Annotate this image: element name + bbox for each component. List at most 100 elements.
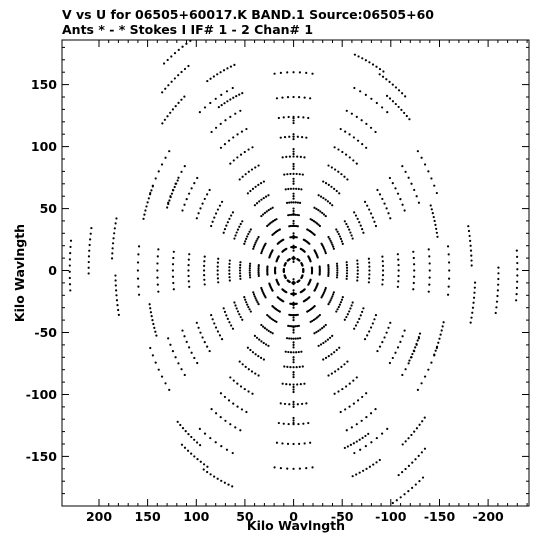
uv-track-point — [303, 156, 306, 159]
uv-track-point — [381, 283, 384, 286]
uv-outer-point — [69, 239, 73, 242]
uv-spoke-point — [292, 361, 295, 364]
uv-outer-point — [173, 77, 176, 80]
uv-track-point — [294, 246, 297, 249]
uv-track-point — [286, 365, 289, 368]
uv-outer-point — [231, 485, 234, 488]
uv-track-point — [427, 170, 430, 173]
uv-track-point — [359, 448, 362, 451]
uv-track-point — [177, 176, 180, 179]
uv-track-point — [292, 201, 295, 204]
uv-spoke-point — [292, 280, 295, 283]
uv-track-point — [300, 188, 303, 191]
uv-track-point — [277, 116, 280, 120]
uv-track-point — [345, 109, 348, 112]
uv-outer-point — [429, 204, 432, 207]
uv-track-point — [288, 383, 292, 386]
uv-outer-point — [394, 102, 397, 106]
uv-outer-point — [435, 345, 439, 348]
uv-outer-point — [362, 469, 365, 472]
uv-track-point — [156, 269, 159, 272]
uv-track-point — [149, 346, 152, 350]
uv-track-point — [350, 112, 353, 115]
uv-track-point — [183, 203, 186, 206]
uv-track-point — [171, 349, 175, 353]
uv-spoke-point — [292, 319, 295, 322]
uv-track-point — [446, 293, 450, 296]
uv-track-point — [371, 322, 374, 325]
uv-track-point — [309, 320, 312, 323]
uv-track-point — [216, 269, 219, 272]
uv-track-point — [326, 338, 329, 341]
uv-track-point — [312, 318, 315, 322]
uv-outer-point — [516, 280, 519, 283]
uv-outer-point — [385, 94, 389, 97]
uv-track-point — [315, 316, 319, 319]
uv-track-point — [356, 399, 360, 402]
data-points — [68, 39, 519, 505]
uv-track-point — [374, 313, 378, 317]
uv-track-point — [352, 379, 355, 382]
uv-track-point — [183, 373, 186, 377]
uv-track-point — [340, 365, 343, 368]
uv-track-point — [298, 96, 301, 99]
uv-track-point — [368, 273, 371, 276]
uv-track-point — [188, 285, 191, 288]
uv-track-point — [157, 368, 160, 371]
uv-track-point — [298, 71, 301, 74]
uv-track-point — [267, 315, 270, 318]
uv-track-point — [225, 90, 229, 93]
uv-track-point — [361, 143, 364, 146]
uv-track-point — [282, 238, 285, 241]
uv-track-point — [298, 337, 302, 340]
uv-track-point — [339, 237, 343, 240]
uv-outer-point — [411, 352, 414, 356]
uv-track-point — [404, 170, 407, 173]
uv-track-point — [322, 358, 325, 361]
uv-outer-point — [516, 255, 519, 258]
uv-spoke-point — [292, 301, 295, 304]
uv-track-point — [420, 382, 423, 385]
uv-track-point — [266, 313, 269, 317]
uv-track-point — [260, 198, 263, 201]
uv-track-point — [351, 237, 354, 240]
uv-track-point — [180, 170, 183, 173]
uv-track-point — [156, 276, 159, 279]
uv-track-point — [287, 214, 290, 217]
uv-track-point — [337, 232, 340, 236]
uv-track-point — [203, 106, 207, 109]
uv-spoke-point — [292, 260, 295, 263]
uv-track-point — [203, 341, 206, 344]
uv-outer-point — [375, 65, 378, 68]
uv-track-point — [252, 245, 256, 248]
uv-outer-point — [177, 101, 180, 104]
uv-outer-point — [471, 311, 474, 314]
uv-track-point — [328, 301, 331, 304]
uv-outer-point — [149, 311, 153, 314]
uv-track-point — [257, 265, 260, 268]
uv-outer-point — [181, 427, 185, 430]
uv-track-point — [239, 429, 242, 432]
uv-track-point — [286, 467, 289, 470]
y-tick-label: 150 — [31, 77, 57, 92]
uv-track-point — [262, 341, 265, 345]
uv-outer-point — [167, 84, 170, 87]
uv-track-point — [350, 234, 353, 237]
uv-track-point — [201, 336, 204, 339]
uv-track-point — [374, 130, 377, 134]
uv-track-point — [318, 313, 321, 317]
uv-track-point — [350, 426, 353, 429]
uv-track-point — [298, 442, 301, 445]
uv-track-point — [228, 262, 231, 265]
uv-track-point — [251, 146, 254, 149]
uv-track-point — [359, 224, 362, 227]
uv-track-point — [203, 274, 206, 277]
uv-track-point — [228, 269, 231, 272]
uv-track-point — [245, 301, 248, 304]
uv-spoke-point — [292, 249, 295, 252]
uv-outer-point — [469, 321, 472, 324]
uv-track-point — [370, 441, 373, 444]
uv-track-point — [344, 408, 347, 411]
uv-track-point — [299, 155, 302, 158]
uv-track-point — [233, 301, 236, 304]
